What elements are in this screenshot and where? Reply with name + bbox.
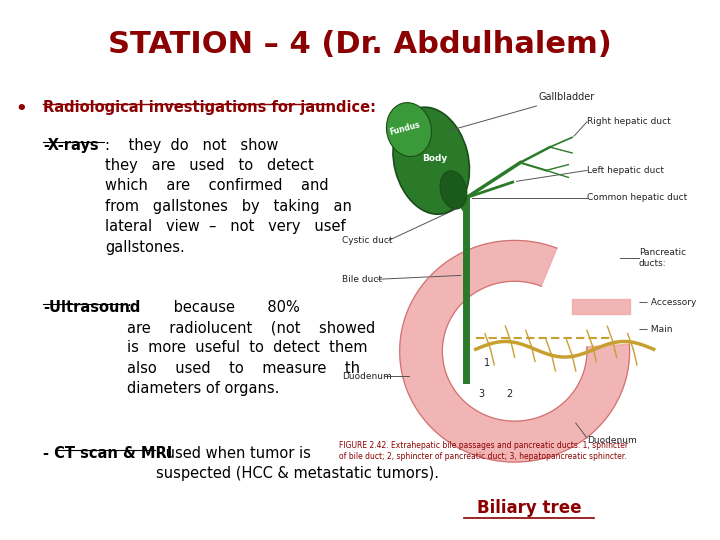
Text: -X-rays: -X-rays xyxy=(43,138,99,153)
Text: Common hepatic duct: Common hepatic duct xyxy=(587,193,687,202)
Text: 3: 3 xyxy=(478,389,485,399)
Text: 2: 2 xyxy=(506,389,512,399)
Text: - CT scan & MRI: - CT scan & MRI xyxy=(43,446,173,461)
Text: Bile duct: Bile duct xyxy=(342,275,382,284)
Text: — Accessory: — Accessory xyxy=(639,298,696,307)
Polygon shape xyxy=(400,240,629,462)
Text: Fundus: Fundus xyxy=(389,120,422,137)
Text: Radiological investigations for jaundice:: Radiological investigations for jaundice… xyxy=(43,100,376,115)
Text: :    they  do   not   show
they   are   used   to   detect
which    are    confi: : they do not show they are used to dete… xyxy=(105,138,352,255)
Text: Left hepatic duct: Left hepatic duct xyxy=(587,166,664,175)
Text: Right hepatic duct: Right hepatic duct xyxy=(587,117,671,126)
Text: -Ultrasound: -Ultrasound xyxy=(43,300,140,315)
Text: Biliary tree: Biliary tree xyxy=(477,500,582,517)
Text: 1: 1 xyxy=(484,358,490,368)
Text: :         because       80%
are    radiolucent    (not    showed
is  more  usefu: : because 80% are radiolucent (not showe… xyxy=(127,300,375,396)
Ellipse shape xyxy=(393,107,469,214)
Ellipse shape xyxy=(387,103,431,157)
Text: : used when tumor is
suspected (HCC & metastatic tumors).: : used when tumor is suspected (HCC & me… xyxy=(156,446,438,481)
Text: •: • xyxy=(16,100,27,118)
Text: STATION – 4 (Dr. Abdulhalem): STATION – 4 (Dr. Abdulhalem) xyxy=(108,30,612,59)
Text: — Main: — Main xyxy=(639,325,672,334)
Text: Pancreatic
ducts:: Pancreatic ducts: xyxy=(639,248,686,268)
Text: FIGURE 2.42. Extrahepatic bile passages and pancreatic ducts. 1, sphincter
of bi: FIGURE 2.42. Extrahepatic bile passages … xyxy=(338,441,628,461)
Text: Duodenum: Duodenum xyxy=(342,372,392,381)
Text: Cystic duct: Cystic duct xyxy=(342,236,392,245)
Text: Body: Body xyxy=(423,154,448,163)
Text: Duodenum: Duodenum xyxy=(587,436,636,445)
Text: Gallbladder: Gallbladder xyxy=(449,92,595,131)
Ellipse shape xyxy=(440,171,467,209)
